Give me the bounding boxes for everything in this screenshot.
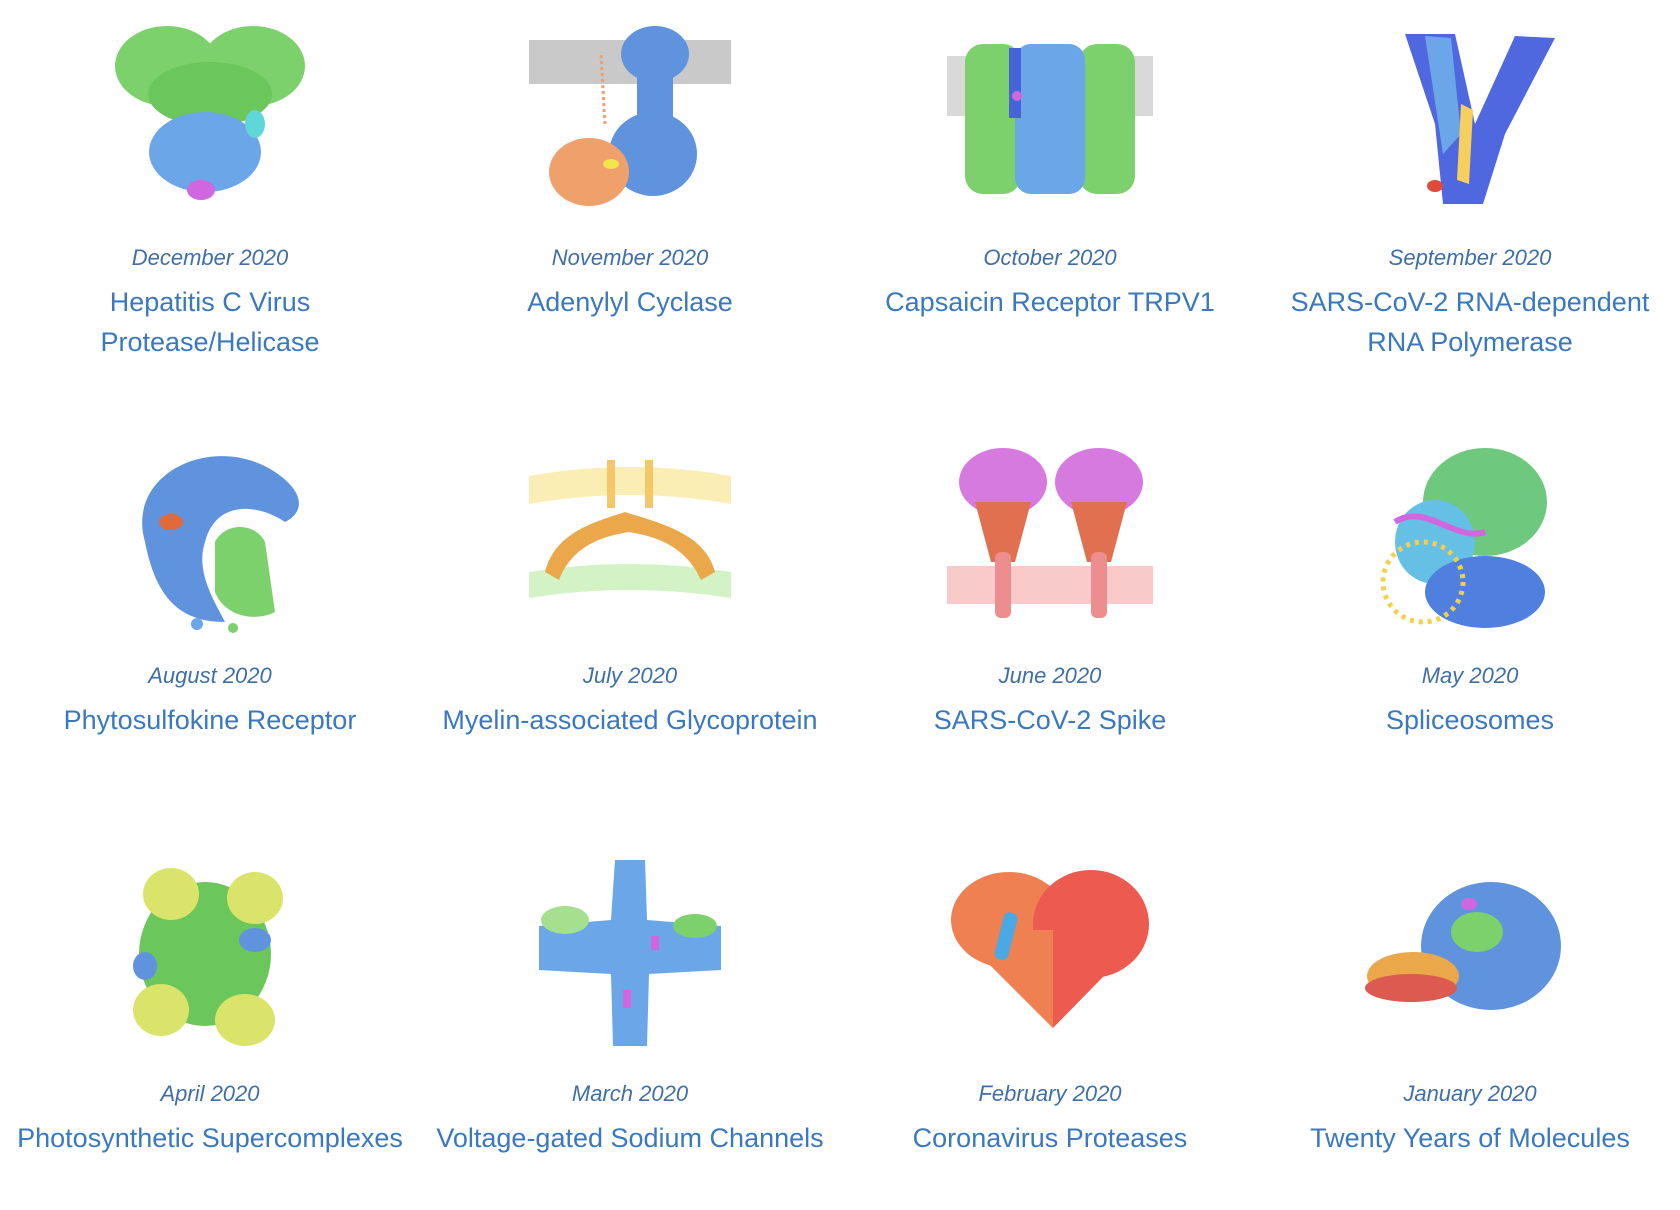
molecule-card-jul-2020[interactable]: July 2020 Myelin-associated Glycoprotein	[420, 418, 840, 836]
molecule-title-link[interactable]: Twenty Years of Molecules	[1310, 1123, 1630, 1153]
date-label: June 2020	[998, 663, 1102, 688]
date-label: September 2020	[1388, 245, 1552, 270]
date-label: May 2020	[1421, 663, 1519, 688]
molecule-card-oct-2020[interactable]: October 2020 Capsaicin Receptor TRPV1	[840, 0, 1260, 418]
photosynthetic-supercomplex-icon[interactable]	[105, 850, 315, 1060]
date-label: February 2020	[978, 1081, 1122, 1106]
hepatitis-c-protease-helicase-icon[interactable]	[105, 14, 315, 224]
date-label: July 2020	[582, 663, 678, 688]
molecule-card-apr-2020[interactable]: April 2020 Photosynthetic Supercomplexes	[0, 836, 420, 1210]
molecule-card-jun-2020[interactable]: June 2020 SARS-CoV-2 Spike	[840, 418, 1260, 836]
molecule-card-mar-2020[interactable]: March 2020 Voltage-gated Sodium Channels	[420, 836, 840, 1210]
molecule-card-aug-2020[interactable]: August 2020 Phytosulfokine Receptor	[0, 418, 420, 836]
molecule-title-link[interactable]: Capsaicin Receptor TRPV1	[885, 287, 1215, 317]
molecule-title-link[interactable]: Phytosulfokine Receptor	[63, 705, 357, 735]
date-label: November 2020	[551, 245, 709, 270]
voltage-gated-sodium-channel-icon[interactable]	[525, 850, 735, 1060]
molecule-title-link[interactable]: SARS-CoV-2 Spike	[933, 705, 1167, 735]
molecule-title-link[interactable]: Myelin-associated Glycoprotein	[442, 705, 818, 735]
twenty-years-molecules-icon[interactable]	[1365, 850, 1575, 1060]
sars-cov-2-spike-icon[interactable]	[945, 432, 1155, 642]
molecule-card-may-2020[interactable]: May 2020 Spliceosomes	[1260, 418, 1680, 836]
molecule-card-sep-2020[interactable]: September 2020 SARS-CoV-2 RNA-dependent …	[1260, 0, 1680, 418]
date-label: January 2020	[1403, 1081, 1537, 1106]
molecule-card-dec-2020[interactable]: December 2020 Hepatitis C Virus Protease…	[0, 0, 420, 418]
phytosulfokine-receptor-icon[interactable]	[105, 432, 315, 642]
molecule-title-link[interactable]: Adenylyl Cyclase	[527, 287, 733, 317]
molecule-card-feb-2020[interactable]: February 2020 Coronavirus Proteases	[840, 836, 1260, 1210]
molecule-title-link[interactable]: Spliceosomes	[1385, 705, 1555, 735]
coronavirus-protease-icon[interactable]	[945, 850, 1155, 1060]
molecule-title-link[interactable]: Voltage-gated Sodium Channels	[436, 1123, 824, 1153]
date-label: April 2020	[160, 1081, 260, 1106]
date-label: October 2020	[983, 245, 1117, 270]
molecule-title-link[interactable]: SARS-CoV-2 RNA-dependent RNA Polymerase	[1290, 287, 1650, 357]
sars-cov-2-rna-polymerase-icon[interactable]	[1365, 14, 1575, 224]
molecule-card-jan-2020[interactable]: January 2020 Twenty Years of Molecules	[1260, 836, 1680, 1210]
molecule-title-link[interactable]: Hepatitis C Virus Protease/Helicase	[100, 287, 320, 357]
capsaicin-receptor-trpv1-icon[interactable]	[945, 14, 1155, 224]
myelin-associated-glycoprotein-icon[interactable]	[525, 432, 735, 642]
date-label: August 2020	[148, 663, 272, 688]
adenylyl-cyclase-icon[interactable]	[525, 14, 735, 224]
spliceosome-icon[interactable]	[1365, 432, 1575, 642]
date-label: December 2020	[131, 245, 289, 270]
date-label: March 2020	[571, 1081, 689, 1106]
molecule-card-nov-2020[interactable]: November 2020 Adenylyl Cyclase	[420, 0, 840, 418]
molecule-title-link[interactable]: Coronavirus Proteases	[912, 1123, 1188, 1153]
molecule-title-link[interactable]: Photosynthetic Supercomplexes	[17, 1123, 403, 1153]
